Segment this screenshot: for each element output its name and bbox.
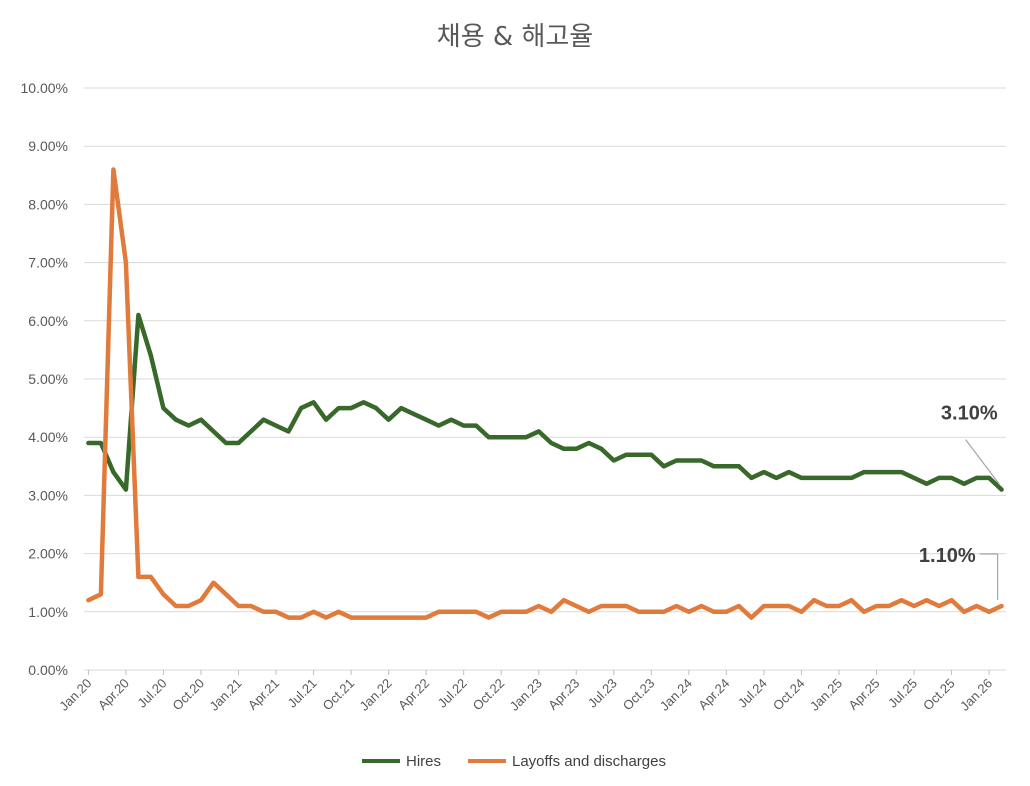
- x-tick-label: Jan.23: [507, 676, 545, 714]
- x-axis-tick-labels: Jan.20 Apr.20 Jul.20 Oct.20 Jan.21 Apr.21 Jul.…: [56, 670, 995, 714]
- x-tick-label: Jan.20: [56, 676, 94, 714]
- y-tick-label: 6.00%: [28, 313, 68, 329]
- y-tick-label: 7.00%: [28, 255, 68, 271]
- legend-label-hires: Hires: [406, 753, 441, 770]
- x-tick-label: Apr.25: [845, 676, 882, 713]
- series-lines: [86, 167, 1004, 620]
- x-tick-label: Jan.22: [357, 676, 395, 714]
- x-tick-label: Jul.22: [435, 676, 470, 711]
- y-tick-label: 0.00%: [28, 662, 68, 678]
- x-tick-label: Oct.23: [620, 676, 658, 714]
- x-tick-label: Apr.21: [245, 676, 282, 713]
- x-tick-label: Apr.22: [395, 676, 432, 713]
- y-tick-label: 3.00%: [28, 487, 68, 503]
- y-axis-tick-labels: 0.00% 1.00% 2.00% 3.00% 4.00% 5.00% 6.00% 7.00%…: [21, 80, 68, 678]
- y-tick-label: 10.00%: [21, 80, 68, 96]
- x-tick-label: Jul.24: [735, 676, 770, 711]
- series-line-layoffs: [86, 167, 1004, 620]
- x-tick-label: Oct.21: [320, 676, 358, 714]
- x-tick-label: Jul.21: [285, 676, 320, 711]
- x-tick-label: Jan.24: [657, 676, 695, 714]
- y-tick-label: 1.00%: [28, 604, 68, 620]
- chart-title: 채용 & 해고율: [437, 22, 593, 52]
- annotation-leader-line: [979, 553, 999, 600]
- x-tick-label: Oct.20: [169, 676, 207, 714]
- end-value-label: 3.10%: [941, 403, 998, 425]
- end-value-annotations: 3.10% 1.10%: [919, 403, 1001, 600]
- y-tick-label: 8.00%: [28, 196, 68, 212]
- x-tick-label: Apr.20: [95, 676, 132, 713]
- y-tick-label: 5.00%: [28, 371, 68, 387]
- x-tick-label: Oct.25: [920, 676, 958, 714]
- x-tick-label: Jan.25: [807, 676, 845, 714]
- y-tick-label: 9.00%: [28, 138, 68, 154]
- y-tick-label: 4.00%: [28, 429, 68, 445]
- x-tick-label: Oct.24: [770, 676, 808, 714]
- gridlines: [84, 87, 1006, 613]
- x-tick-label: Jan.21: [206, 676, 244, 714]
- x-tick-label: Apr.24: [695, 676, 732, 713]
- x-tick-label: Jul.23: [585, 676, 620, 711]
- x-tick-label: Oct.22: [470, 676, 508, 714]
- x-tick-label: Jul.20: [134, 676, 169, 711]
- x-tick-label: Jan.26: [957, 676, 995, 714]
- series-line-hires: [86, 312, 1004, 492]
- legend: Hires Layoffs and discharges: [362, 753, 666, 770]
- legend-label-layoffs: Layoffs and discharges: [512, 753, 666, 770]
- x-tick-label: Apr.23: [545, 676, 582, 713]
- annotation-leader-line: [965, 439, 1001, 485]
- end-value-label: 1.10%: [919, 545, 976, 567]
- y-tick-label: 2.00%: [28, 546, 68, 562]
- x-tick-label: Jul.25: [885, 676, 920, 711]
